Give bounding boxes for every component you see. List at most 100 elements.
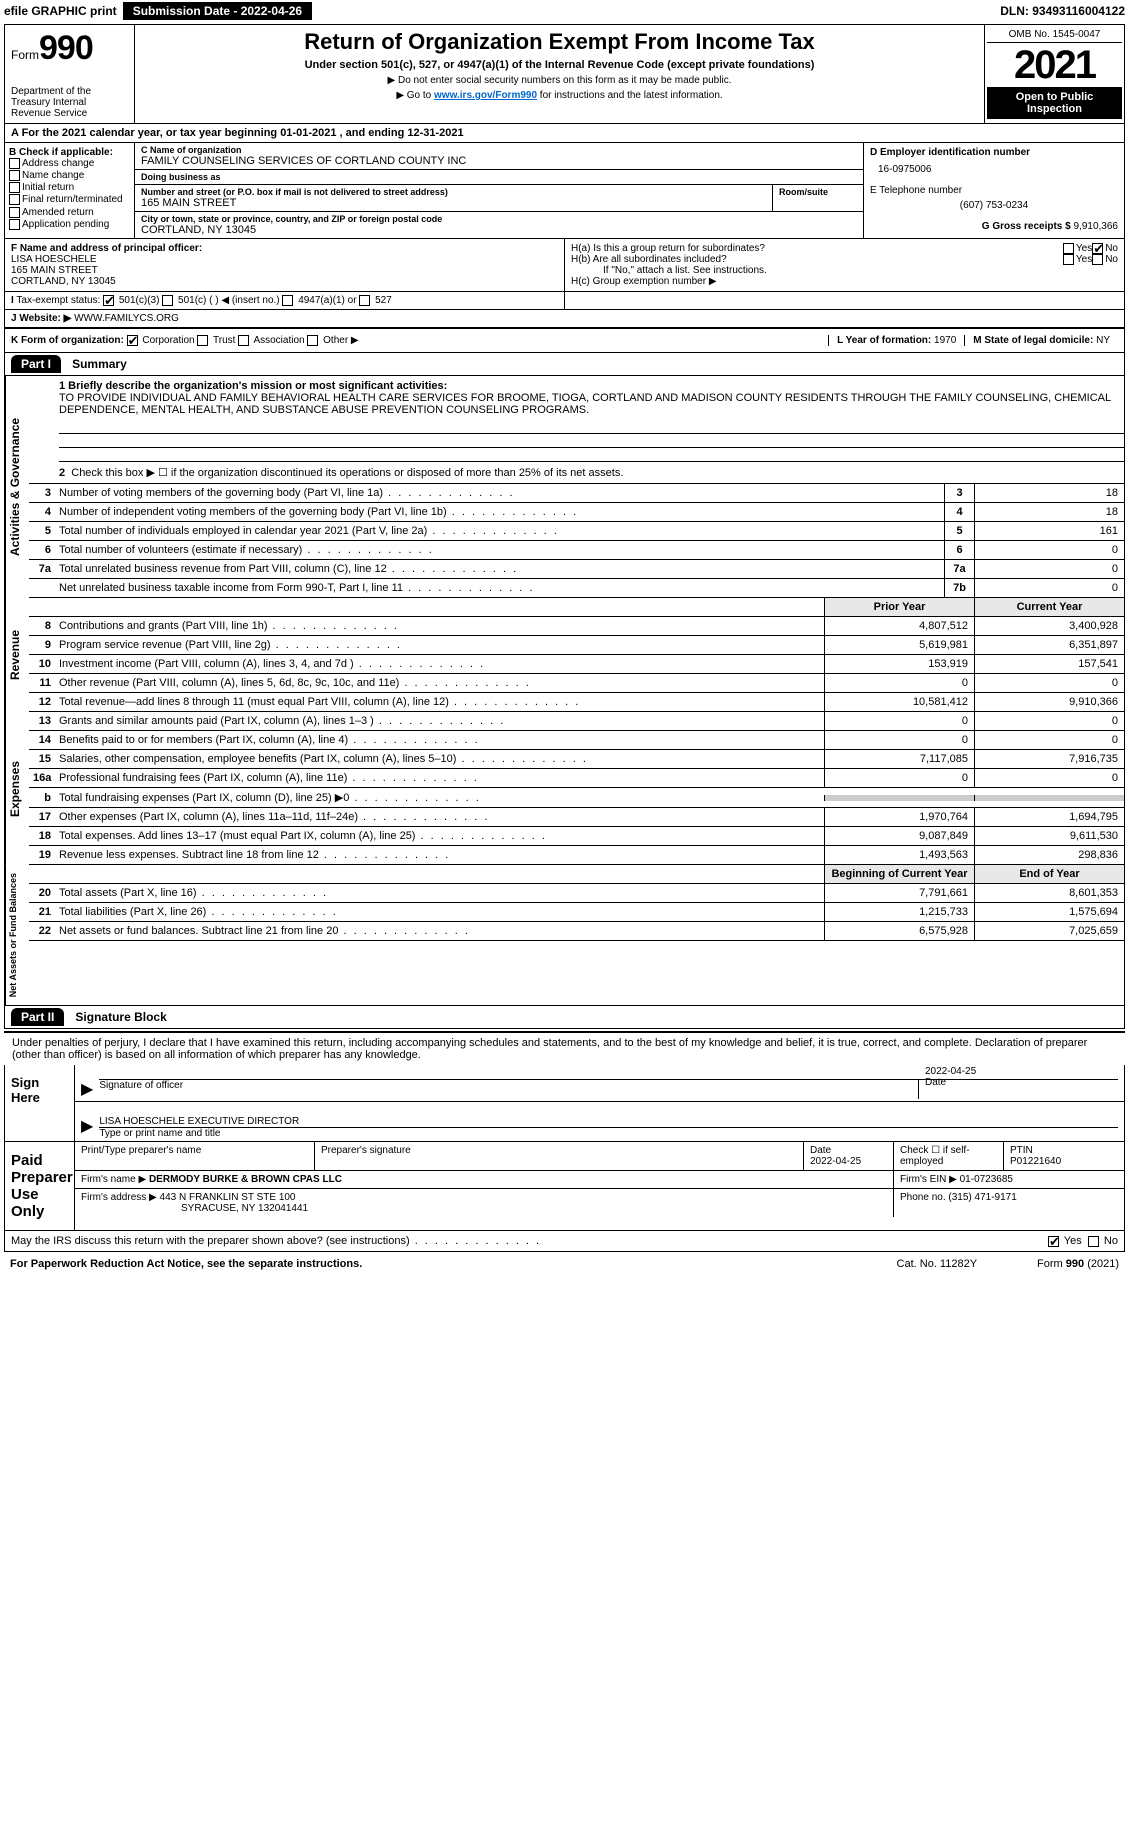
chk-trust[interactable] (197, 335, 208, 346)
chk-address-change[interactable]: Address change (9, 158, 130, 169)
chk-final-return[interactable]: Final return/terminated (9, 194, 130, 205)
gross-receipts: G Gross receipts $ 9,910,366 (870, 221, 1118, 232)
table-row: 10 Investment income (Part VIII, column … (29, 655, 1124, 674)
chk-other[interactable] (307, 335, 318, 346)
prep-phone-label: Phone no. (900, 1192, 946, 1203)
ptin-hdr: PTIN (1010, 1145, 1033, 1156)
section-bcde: B Check if applicable: Address change Na… (5, 143, 1124, 239)
b-label: B Check if applicable: (9, 147, 130, 158)
col-d-right: D Employer identification number 16-0975… (864, 143, 1124, 238)
part2-header: Part II Signature Block (5, 1006, 1124, 1028)
hc-label: H(c) Group exemption number ▶ (571, 276, 1118, 287)
f-officer: F Name and address of principal officer:… (5, 239, 565, 291)
hb-yes[interactable] (1063, 254, 1074, 265)
table-row: 11 Other revenue (Part VIII, column (A),… (29, 674, 1124, 693)
firm-addr1: 443 N FRANKLIN ST STE 100 (160, 1192, 296, 1203)
prior-year-hdr: Prior Year (824, 598, 974, 616)
net-assets-block: Net Assets or Fund Balances Beginning of… (5, 865, 1124, 1006)
chk-association[interactable] (238, 335, 249, 346)
irs-link[interactable]: www.irs.gov/Form990 (434, 90, 537, 101)
chk-application-pending[interactable]: Application pending (9, 219, 130, 230)
form-container: Form 990 Department of the Treasury Inte… (4, 24, 1125, 1029)
tax-exempt-status: I Tax-exempt status: 501(c)(3) 501(c) ( … (5, 292, 565, 309)
open-public-badge: Open to Public Inspection (987, 87, 1122, 119)
h-block: H(a) Is this a group return for subordin… (565, 239, 1124, 291)
header-left: Form 990 Department of the Treasury Inte… (5, 25, 135, 123)
beg-year-hdr: Beginning of Current Year (824, 865, 974, 883)
hb-no[interactable] (1092, 254, 1103, 265)
tax-year: 2021 (987, 43, 1122, 87)
org-name-row: C Name of organization FAMILY COUNSELING… (135, 143, 863, 170)
chk-initial-return[interactable]: Initial return (9, 182, 130, 193)
ha-no[interactable] (1092, 243, 1103, 254)
table-row: 21 Total liabilities (Part X, line 26) 1… (29, 903, 1124, 922)
ein-label: D Employer identification number (870, 147, 1118, 158)
chk-4947[interactable] (282, 295, 293, 306)
may-irs-no[interactable] (1088, 1236, 1099, 1247)
room-suite: Room/suite (773, 185, 863, 211)
table-row: 7a Total unrelated business revenue from… (29, 560, 1124, 579)
addr-value: 165 MAIN STREET (141, 197, 766, 209)
state-domicile: NY (1096, 335, 1110, 346)
chk-501c3[interactable] (103, 295, 114, 306)
firm-ein-label: Firm's EIN ▶ (900, 1174, 957, 1185)
table-row: 18 Total expenses. Add lines 13–17 (must… (29, 827, 1124, 846)
ha-label: H(a) Is this a group return for subordin… (571, 243, 1063, 254)
form-word: Form (11, 48, 39, 62)
part1-title: Summary (72, 357, 127, 371)
part2-badge: Part II (11, 1008, 64, 1026)
chk-corporation[interactable] (127, 335, 138, 346)
table-row: 19 Revenue less expenses. Subtract line … (29, 846, 1124, 865)
efile-label: efile GRAPHIC print (4, 4, 117, 18)
penalties-text: Under penalties of perjury, I declare th… (4, 1031, 1125, 1065)
row-k: K Form of organization: Corporation Trus… (5, 329, 1124, 353)
line2: 2 Check this box ▶ ☐ if the organization… (29, 462, 1124, 484)
paid-preparer-label: Paid Preparer Use Only (5, 1142, 75, 1230)
phone-label: E Telephone number (870, 185, 1118, 196)
revenue-block: Revenue Prior Year Current Year 8 Contri… (5, 598, 1124, 712)
table-row: 5 Total number of individuals employed i… (29, 522, 1124, 541)
firm-name: DERMODY BURKE & BROWN CPAS LLC (149, 1174, 342, 1185)
header-row: Form 990 Department of the Treasury Inte… (5, 25, 1124, 124)
table-row: 14 Benefits paid to or for members (Part… (29, 731, 1124, 750)
table-row: 17 Other expenses (Part IX, column (A), … (29, 808, 1124, 827)
may-irs-text: May the IRS discuss this return with the… (11, 1235, 541, 1247)
firm-ein: 01-0723685 (960, 1174, 1013, 1185)
prep-name-hdr: Print/Type preparer's name (75, 1142, 315, 1170)
ein-value: 16-0975006 (870, 158, 1118, 185)
row-f-h: F Name and address of principal officer:… (5, 239, 1124, 292)
chk-527[interactable] (359, 295, 370, 306)
firm-addr-label: Firm's address ▶ (81, 1192, 157, 1203)
top-bar: efile GRAPHIC print Submission Date - 20… (0, 0, 1129, 22)
ha-yes[interactable] (1063, 243, 1074, 254)
arrow-icon: ▶ (81, 1079, 93, 1099)
arrow-icon: ▶ (81, 1116, 93, 1139)
sig-date-label: Date (925, 1077, 946, 1088)
table-row: 13 Grants and similar amounts paid (Part… (29, 712, 1124, 731)
chk-501c[interactable] (162, 295, 173, 306)
submission-date-button[interactable]: Submission Date - 2022-04-26 (123, 2, 312, 20)
form-number: 990 (39, 29, 93, 68)
sidelabel-netassets: Net Assets or Fund Balances (5, 865, 29, 1005)
table-row: 12 Total revenue—add lines 8 through 11 … (29, 693, 1124, 712)
line1: 1 Briefly describe the organization's mi… (29, 376, 1124, 420)
form-subtitle: Under section 501(c), 527, or 4947(a)(1)… (143, 59, 976, 71)
rev-header: Prior Year Current Year (29, 598, 1124, 617)
prep-date-hdr: Date (810, 1145, 831, 1156)
col-b-checkboxes: B Check if applicable: Address change Na… (5, 143, 135, 238)
chk-name-change[interactable]: Name change (9, 170, 130, 181)
prep-date: 2022-04-25 (810, 1156, 861, 1167)
website-value: WWW.FAMILYCS.ORG (74, 313, 179, 324)
chk-amended[interactable]: Amended return (9, 207, 130, 218)
firm-name-label: Firm's name ▶ (81, 1174, 146, 1185)
sidelabel-expenses: Expenses (5, 712, 29, 865)
dept-label: Department of the Treasury Internal Reve… (11, 86, 128, 119)
table-row: Net unrelated business taxable income fr… (29, 579, 1124, 598)
may-irs-yes[interactable] (1048, 1236, 1059, 1247)
f-addr1: 165 MAIN STREET (11, 265, 558, 276)
ptin-value: P01221640 (1010, 1156, 1061, 1167)
phone-value: (607) 753-0234 (870, 196, 1118, 221)
mission-text: TO PROVIDE INDIVIDUAL AND FAMILY BEHAVIO… (59, 392, 1111, 416)
table-row: 3 Number of voting members of the govern… (29, 484, 1124, 503)
omb-number: OMB No. 1545-0047 (987, 27, 1122, 43)
